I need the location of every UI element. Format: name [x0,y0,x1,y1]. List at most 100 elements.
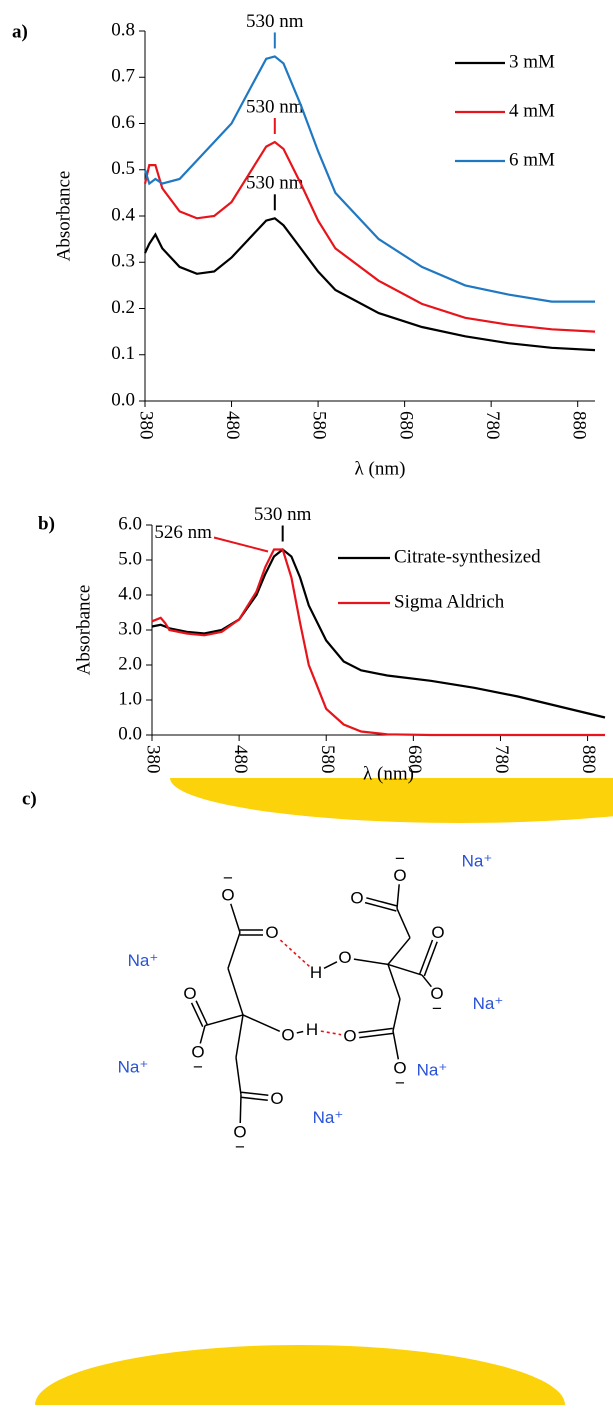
x-tick-label: 880 [568,411,589,440]
x-axis-label: λ (nm) [363,763,414,784]
x-tick-label: 480 [230,745,251,774]
gold-surface [170,778,613,823]
annotation: 530 nm [254,504,312,525]
data-line [144,217,596,352]
y-tick-label: 0.0 [111,389,135,410]
y-tick-label: 0.8 [111,19,135,40]
y-axis-label: Absorbance [53,171,74,262]
bond [392,998,401,1032]
annotation: 530 nm [246,11,304,32]
bond [235,1014,244,1058]
annotation: 526 nm [154,522,212,543]
atom: O [350,888,363,907]
bond [242,1014,281,1032]
atom: O [430,984,443,1003]
y-tick-label: 0.4 [111,204,135,225]
data-line [151,548,605,737]
bond [353,958,389,966]
bond [195,1000,208,1025]
atom: O [270,1089,283,1108]
atom: O [393,866,406,885]
sodium-ion: Na⁺ [313,1108,344,1127]
y-tick-label: 5.0 [118,548,142,569]
atom: O [338,948,351,967]
panel-label: a) [12,21,28,42]
atom: O [281,1025,294,1044]
bond [227,968,244,1016]
sodium-ion: Na⁺ [417,1060,448,1079]
bond [359,1032,394,1039]
atom: O [191,1043,204,1062]
bond [423,941,438,977]
x-tick-label: 480 [222,411,243,440]
y-tick-label: 0.2 [111,297,135,318]
bond [387,963,423,976]
x-tick-label: 680 [395,411,416,440]
atom: H [310,963,322,982]
bond [366,897,398,907]
hydrogen-bond [278,937,310,967]
y-tick-label: 0.5 [111,158,135,179]
atom-charge: − [193,1058,203,1077]
atom: O [343,1027,356,1046]
y-tick-label: 3.0 [118,618,142,639]
x-tick-label: 780 [482,411,503,439]
y-tick-label: 2.0 [118,653,142,674]
bond [387,964,401,1000]
atom: O [233,1122,246,1141]
data-line [143,140,596,333]
x-tick-label: 580 [317,745,338,774]
bond [358,1027,393,1034]
bond [240,1096,268,1101]
bond [396,884,400,909]
bond [387,937,411,965]
atom-charge: − [235,1137,245,1156]
atom-charge: − [223,869,233,888]
y-tick-label: 1.0 [118,688,142,709]
y-tick-label: 0.7 [111,66,135,87]
x-axis-label: λ (nm) [355,458,406,479]
x-tick-label: 680 [404,745,425,774]
x-tick-label: 580 [309,411,330,440]
x-tick-label: 880 [578,745,599,774]
annotation-leader [213,536,269,553]
data-line [143,55,595,303]
atom-charge: − [395,849,405,868]
atom: O [431,923,444,942]
y-tick-label: 0.3 [111,251,135,272]
legend-label: 4 mM [509,100,555,121]
bond [235,1057,242,1095]
atom: O [265,923,278,942]
bond [396,908,411,939]
panel-label: b) [38,513,55,534]
legend-label: 3 mM [509,51,555,72]
atom: O [183,984,196,1003]
atom: H [306,1020,318,1039]
x-tick-label: 380 [143,745,164,774]
sodium-ion: Na⁺ [462,851,493,870]
atom-charge: − [395,1074,405,1093]
bond [190,1002,204,1027]
y-axis-label: Absorbance [73,585,94,676]
sodium-ion: Na⁺ [473,994,504,1013]
bond [421,974,432,988]
atom-charge: − [432,999,442,1018]
bond [227,932,241,969]
bond [204,1014,244,1027]
x-tick-label: 780 [491,745,512,774]
gold-surface [35,1345,565,1405]
y-tick-label: 4.0 [118,583,142,604]
legend-label: Sigma Aldrich [394,591,505,612]
sodium-ion: Na⁺ [118,1058,149,1077]
annotation: 530 nm [246,96,304,117]
bond [364,901,397,912]
legend-label: 6 mM [509,149,555,170]
bond [239,1094,242,1124]
x-tick-label: 380 [136,411,157,440]
data-line [151,548,606,719]
hydrogen-bond [320,1030,342,1036]
bond [392,1030,400,1060]
